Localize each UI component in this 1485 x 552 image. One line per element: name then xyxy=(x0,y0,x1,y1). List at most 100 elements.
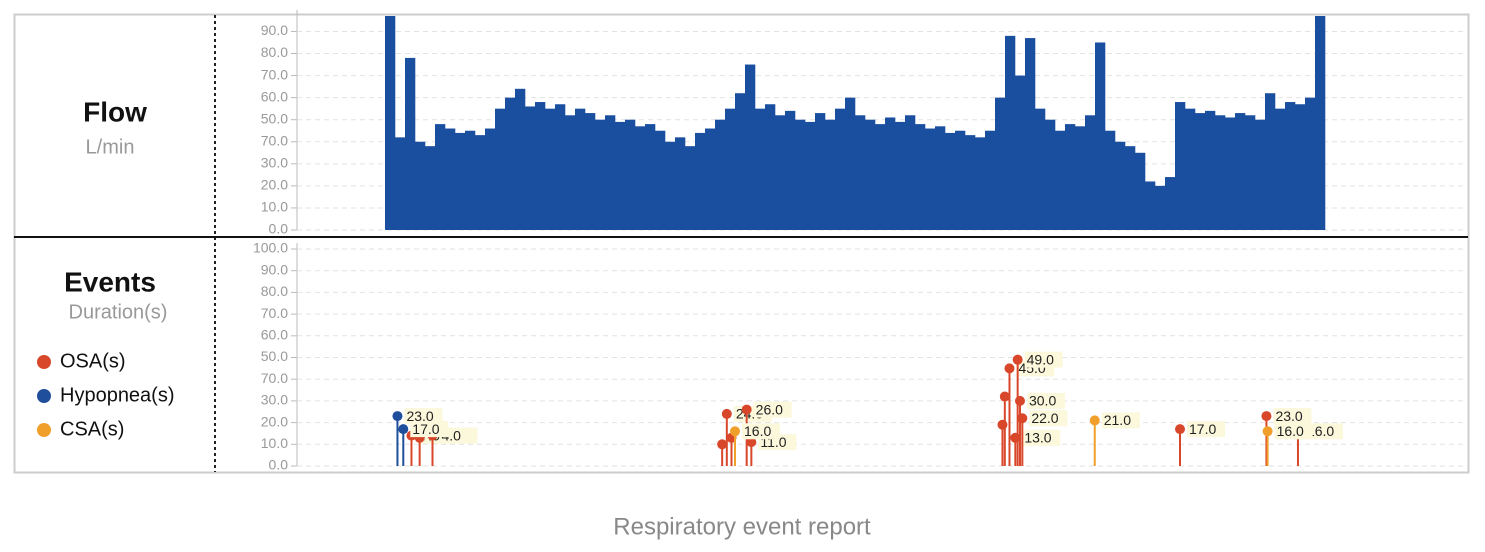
flow-bar xyxy=(1195,113,1206,230)
stem-dot xyxy=(1089,415,1100,426)
flow-bar xyxy=(1085,115,1096,230)
panel-title: Events xyxy=(64,266,156,297)
data-label: 16.0 xyxy=(1307,423,1334,439)
flow-bar xyxy=(1305,97,1316,230)
flow-bar xyxy=(705,128,716,230)
flow-bar xyxy=(935,126,946,230)
flow-bar xyxy=(1145,181,1156,230)
stem-dot xyxy=(1175,424,1186,435)
flow-bar xyxy=(505,97,516,230)
flow-bar xyxy=(825,119,836,230)
flow-bar xyxy=(535,102,546,230)
y-tick-label: 70.0 xyxy=(261,66,288,82)
event-stem xyxy=(997,419,1008,466)
flow-bar xyxy=(1045,119,1056,230)
y-tick-label: 10.0 xyxy=(261,199,288,215)
flow-bar xyxy=(805,121,816,230)
event-stem xyxy=(1012,354,1023,466)
stem-dot xyxy=(1004,363,1015,374)
y-tick-label: 0.0 xyxy=(269,457,289,473)
flow-bar xyxy=(1165,177,1176,230)
event-stem xyxy=(398,424,409,466)
flow-bar xyxy=(1235,113,1246,230)
flow-bar xyxy=(605,115,616,230)
stem-dot xyxy=(392,411,403,422)
flow-bar xyxy=(765,104,776,230)
flow-bar xyxy=(1015,75,1026,230)
flow-bar xyxy=(965,135,976,230)
unit: L/min xyxy=(86,136,135,158)
stem-dot xyxy=(1261,411,1272,422)
label-bg xyxy=(1273,408,1312,425)
flow-bar xyxy=(875,124,886,230)
event-stem xyxy=(721,408,732,466)
flow-bar xyxy=(715,119,726,230)
flow-bar xyxy=(645,124,656,230)
stem-dot xyxy=(1010,432,1021,443)
panel-title: Flow xyxy=(83,96,147,127)
flow-bar xyxy=(1185,108,1196,230)
flow-bar xyxy=(585,113,596,230)
flow-bar xyxy=(1265,93,1276,230)
flow-bar xyxy=(1215,115,1226,230)
y-tick-label: 70.0 xyxy=(261,370,288,386)
data-label: 49.0 xyxy=(1027,351,1054,367)
y-tick-label: 50.0 xyxy=(261,348,288,364)
flow-bar xyxy=(1075,126,1086,230)
data-label: 13.0 xyxy=(1024,429,1051,445)
label-bg xyxy=(1274,423,1313,440)
stem-dot xyxy=(1014,395,1025,406)
flow-bar xyxy=(1295,104,1306,230)
stem-dot xyxy=(997,419,1008,430)
frame xyxy=(13,13,1470,474)
flow-bar xyxy=(855,115,866,230)
flow-bar xyxy=(905,115,916,230)
flow-bar xyxy=(405,57,416,230)
data-label: 17.0 xyxy=(1189,421,1216,437)
flow-bar xyxy=(1005,35,1016,231)
flow-bar xyxy=(665,141,676,230)
flow-bar xyxy=(525,106,536,230)
label-bg xyxy=(1029,410,1068,427)
flow-bar xyxy=(995,97,1006,230)
flow-bar xyxy=(455,132,466,230)
flow-bar xyxy=(1315,16,1326,230)
caption: Respiratory event report xyxy=(613,513,871,540)
flow-bar xyxy=(925,128,936,230)
flow-bar xyxy=(775,115,786,230)
label-bg xyxy=(404,408,443,425)
flow-bar xyxy=(1105,130,1116,230)
stem-dot xyxy=(1017,413,1028,424)
event-stem xyxy=(717,439,728,466)
flow-bar xyxy=(1175,102,1186,230)
flow-bar xyxy=(1115,141,1126,230)
stem-dot xyxy=(746,437,757,448)
event-stem xyxy=(1089,415,1100,466)
flow-bar xyxy=(655,130,666,230)
flow-bar xyxy=(1245,115,1256,230)
flow-bar xyxy=(795,119,806,230)
flow-bar xyxy=(915,124,926,230)
label-bg xyxy=(753,401,792,418)
flow-bar xyxy=(1285,102,1296,230)
flow-bar xyxy=(615,121,626,230)
event-stem xyxy=(1262,426,1273,466)
y-tick-label: 80.0 xyxy=(261,44,288,60)
flow-bar xyxy=(835,108,846,230)
data-label: 21.0 xyxy=(1104,412,1131,428)
event-stem xyxy=(1010,432,1021,466)
flow-bar xyxy=(955,130,966,230)
flow-bar xyxy=(1055,130,1066,230)
flow-bar xyxy=(735,93,746,230)
flow-bar xyxy=(435,124,446,230)
flow-bar xyxy=(745,64,756,231)
flow-bar xyxy=(945,132,956,230)
flow-bar xyxy=(545,108,556,230)
legend-label: Hypopnea(s) xyxy=(60,384,175,406)
event-stem xyxy=(1261,411,1272,466)
flow-bar xyxy=(395,137,406,230)
label-bg xyxy=(742,423,780,440)
flow-bar xyxy=(1275,108,1286,230)
flow-bar xyxy=(635,126,646,230)
